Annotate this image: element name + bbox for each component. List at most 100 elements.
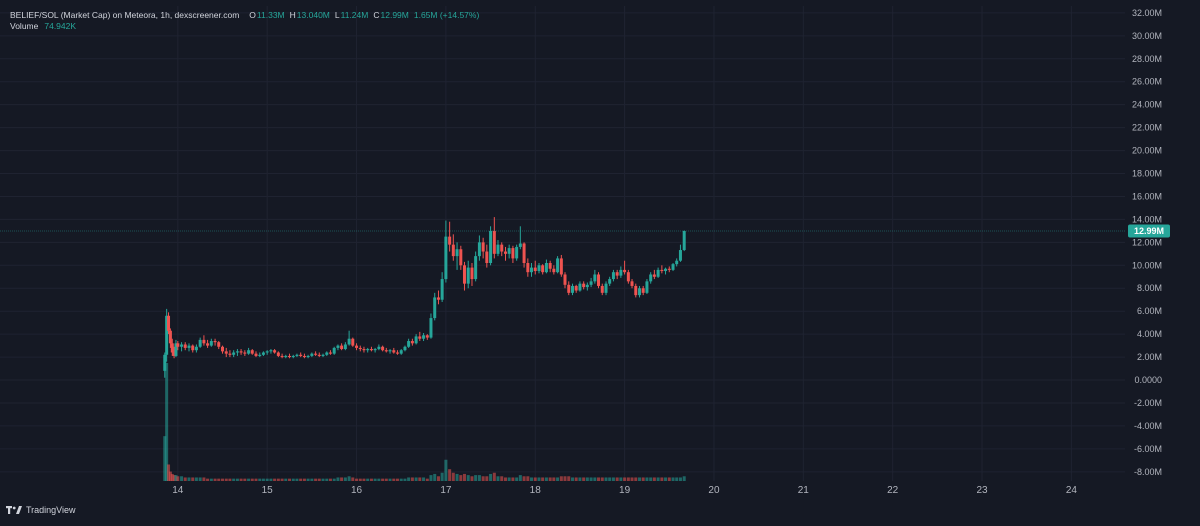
candle-body	[165, 315, 169, 355]
y-tick-label: 18.00M	[1132, 169, 1162, 179]
candle-body	[477, 242, 481, 257]
volume-bar	[377, 478, 381, 481]
volume-bar	[619, 477, 623, 481]
volume-bar	[170, 473, 174, 481]
volume-bar	[358, 478, 362, 481]
price-axis[interactable]: 32.00M 30.00M 28.00M 26.00M 24.00M 22.00M 20.0…	[1132, 8, 1162, 477]
volume-bar	[451, 472, 455, 481]
volume-bar	[444, 459, 448, 481]
volume-bar	[381, 478, 385, 481]
candle-body	[511, 248, 515, 259]
candle-body	[235, 351, 239, 353]
volume-bar	[489, 473, 493, 481]
volume-bar	[522, 476, 526, 481]
volume-bar	[626, 477, 630, 481]
volume-bar	[168, 471, 172, 481]
symbol-title[interactable]: BELIEF/SOL (Market Cap) on Meteora, 1h, …	[10, 10, 240, 20]
candle-body	[243, 352, 247, 354]
candle-body	[183, 344, 187, 348]
volume-bar	[425, 478, 429, 481]
volume-bar	[466, 475, 470, 481]
candle-body	[451, 244, 455, 257]
volume-bar	[433, 473, 437, 481]
candles	[163, 217, 686, 378]
candle-body	[626, 272, 630, 282]
volume-bar	[209, 478, 213, 481]
volume-bar	[288, 478, 292, 481]
volume-bar	[206, 478, 210, 481]
volume-bar	[217, 478, 221, 481]
candle-body	[395, 352, 399, 354]
y-tick-label: 20.00M	[1132, 146, 1162, 156]
volume-label[interactable]: Volume	[10, 21, 39, 31]
candle-body	[422, 335, 426, 339]
candle-body	[667, 268, 671, 270]
legend: BELIEF/SOL (Market Cap) on Meteora, 1h, …	[10, 10, 479, 32]
high-label: H	[289, 10, 296, 20]
candle-body	[269, 350, 273, 352]
volume-bar	[369, 478, 373, 481]
candle-body	[206, 343, 210, 346]
candle-body	[474, 256, 478, 280]
volume-bar	[269, 478, 273, 481]
time-axis[interactable]: 14 15 16 17 18 19 20 21 22 23 24	[172, 485, 1077, 496]
volume-bar	[261, 478, 265, 481]
candle-body	[261, 352, 265, 355]
volume-bar	[675, 477, 679, 481]
x-tick-label: 20	[708, 485, 720, 496]
volume-bar	[481, 476, 485, 481]
volume-bar	[641, 477, 645, 481]
volume-bar	[340, 477, 344, 481]
candle-body	[448, 236, 452, 245]
candle-body	[567, 284, 571, 293]
volume-bar	[436, 476, 440, 481]
x-tick-label: 23	[976, 485, 988, 496]
volume-bar	[172, 475, 176, 481]
candle-body	[258, 354, 262, 356]
low-item: L11.24M	[335, 10, 368, 21]
candle-body	[571, 285, 575, 293]
y-tick-label: -2.00M	[1134, 398, 1162, 408]
volume-bar	[582, 477, 586, 481]
y-tick-label: -4.00M	[1134, 421, 1162, 431]
candle-body	[563, 274, 567, 285]
candle-body	[645, 281, 649, 293]
volume-bar	[552, 477, 556, 481]
volume-bar	[656, 477, 660, 481]
y-tick-label: 30.00M	[1132, 31, 1162, 41]
candle-body	[537, 265, 541, 272]
candle-body	[489, 230, 493, 264]
volume-bar	[518, 475, 522, 481]
candle-body	[336, 345, 340, 348]
candle-body	[682, 230, 686, 251]
candle-body	[217, 342, 221, 347]
y-tick-label: -6.00M	[1134, 444, 1162, 454]
y-tick-label: -8.00M	[1134, 467, 1162, 477]
candle-body	[254, 353, 258, 356]
volume-bar	[336, 477, 340, 481]
candle-body	[578, 283, 582, 291]
candle-body	[403, 346, 407, 351]
volume-bar	[198, 477, 202, 481]
candle-body	[459, 249, 463, 266]
candle-body	[250, 350, 254, 354]
candle-body	[172, 352, 176, 356]
volume-bar	[503, 477, 507, 481]
candle-body	[630, 281, 634, 286]
tradingview-logo-icon	[6, 506, 22, 514]
tradingview-brand[interactable]: TradingView	[6, 505, 76, 515]
candle-body	[641, 288, 645, 293]
volume-bar	[384, 478, 388, 481]
candle-body	[191, 345, 195, 351]
volume-bar	[485, 476, 489, 481]
volume-bar	[403, 478, 407, 481]
volume-bar	[593, 477, 597, 481]
volume-bar	[167, 464, 171, 481]
volume-bar	[163, 436, 167, 481]
candle-body	[167, 315, 171, 331]
volume-bar	[615, 477, 619, 481]
volume-bar	[429, 475, 433, 481]
volume-bar	[667, 477, 671, 481]
